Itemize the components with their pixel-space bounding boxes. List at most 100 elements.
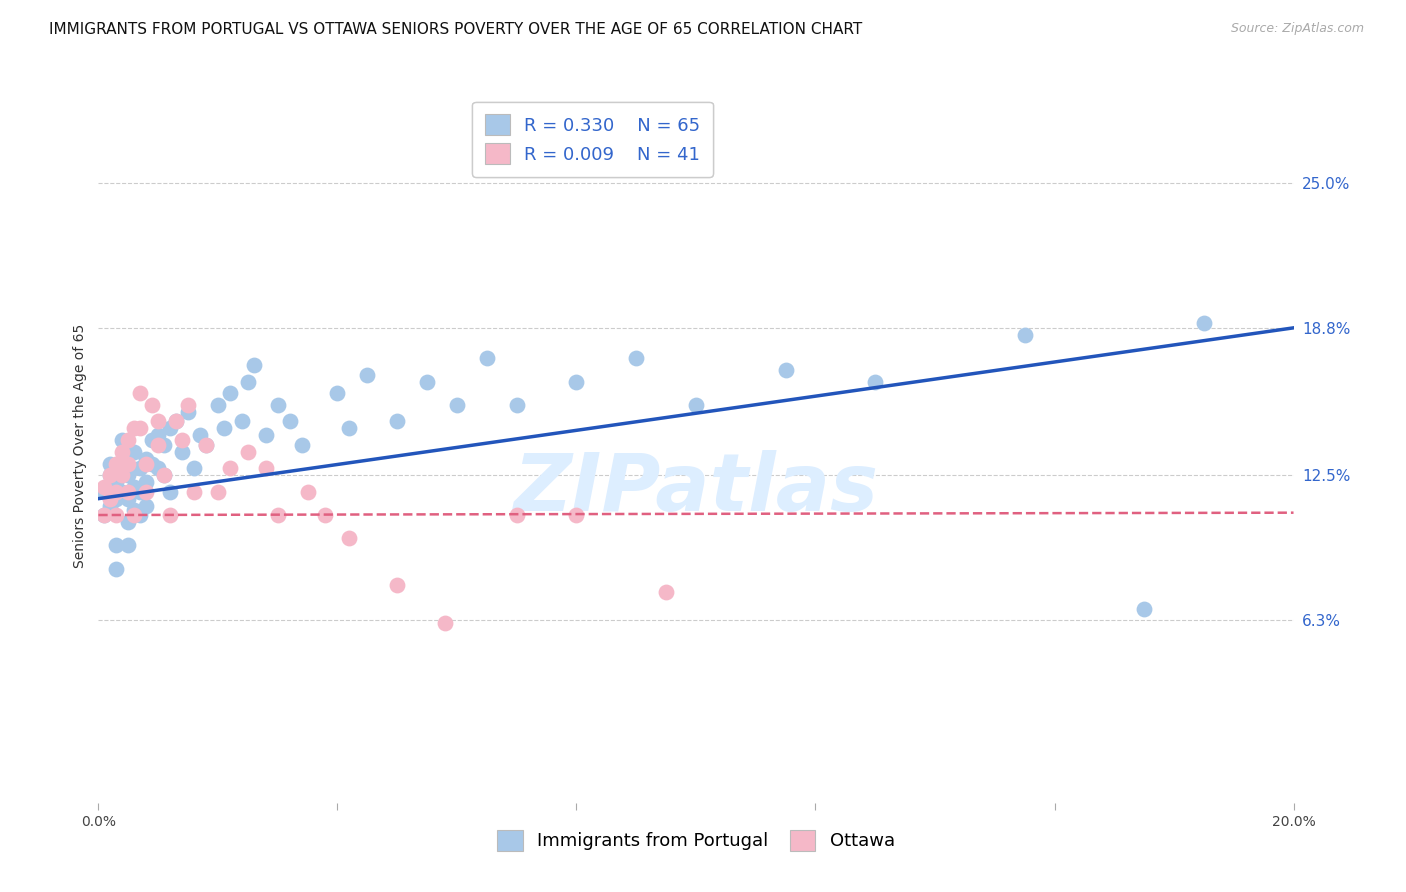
- Point: [117, 484, 139, 499]
- Point: [98, 457, 122, 471]
- Point: [111, 484, 134, 499]
- Point: [267, 398, 290, 412]
- Point: [183, 484, 205, 499]
- Point: [105, 508, 128, 522]
- Point: [135, 475, 157, 490]
- Point: [231, 414, 253, 428]
- Point: [243, 359, 266, 373]
- Point: [129, 508, 152, 522]
- Point: [141, 457, 163, 471]
- Point: [93, 508, 115, 522]
- Point: [117, 538, 139, 552]
- Point: [446, 398, 468, 412]
- Point: [159, 508, 181, 522]
- Point: [111, 445, 134, 459]
- Point: [291, 438, 314, 452]
- Point: [124, 480, 146, 494]
- Point: [165, 414, 187, 428]
- Point: [124, 421, 146, 435]
- Point: [148, 438, 170, 452]
- Point: [129, 461, 152, 475]
- Point: [135, 457, 157, 471]
- Point: [135, 499, 157, 513]
- Point: [93, 508, 115, 522]
- Point: [141, 398, 163, 412]
- Point: [117, 457, 139, 471]
- Point: [315, 508, 337, 522]
- Point: [865, 375, 887, 389]
- Point: [105, 562, 128, 576]
- Point: [148, 414, 170, 428]
- Point: [565, 375, 588, 389]
- Point: [565, 508, 588, 522]
- Point: [236, 375, 259, 389]
- Point: [183, 461, 205, 475]
- Point: [339, 532, 361, 546]
- Point: [129, 484, 152, 499]
- Point: [98, 499, 122, 513]
- Point: [1014, 327, 1036, 342]
- Point: [685, 398, 707, 412]
- Point: [129, 421, 152, 435]
- Point: [475, 351, 498, 366]
- Point: [105, 491, 128, 506]
- Point: [141, 433, 163, 447]
- Point: [153, 468, 176, 483]
- Point: [278, 414, 301, 428]
- Point: [506, 508, 529, 522]
- Point: [195, 438, 218, 452]
- Point: [117, 468, 139, 483]
- Point: [105, 484, 128, 499]
- Point: [385, 414, 409, 428]
- Point: [98, 491, 122, 506]
- Point: [124, 445, 146, 459]
- Point: [129, 386, 152, 401]
- Point: [267, 508, 290, 522]
- Point: [135, 451, 157, 466]
- Point: [195, 438, 218, 452]
- Point: [105, 538, 128, 552]
- Point: [159, 421, 181, 435]
- Point: [339, 421, 361, 435]
- Point: [775, 363, 797, 377]
- Point: [207, 398, 229, 412]
- Point: [117, 433, 139, 447]
- Point: [172, 433, 194, 447]
- Point: [105, 457, 128, 471]
- Point: [172, 445, 194, 459]
- Point: [165, 414, 187, 428]
- Point: [153, 468, 176, 483]
- Point: [326, 386, 349, 401]
- Point: [1192, 316, 1215, 330]
- Point: [98, 468, 122, 483]
- Point: [385, 578, 409, 592]
- Text: IMMIGRANTS FROM PORTUGAL VS OTTAWA SENIORS POVERTY OVER THE AGE OF 65 CORRELATIO: IMMIGRANTS FROM PORTUGAL VS OTTAWA SENIO…: [49, 22, 862, 37]
- Point: [159, 484, 181, 499]
- Point: [207, 484, 229, 499]
- Point: [236, 445, 259, 459]
- Point: [124, 503, 146, 517]
- Point: [105, 475, 128, 490]
- Point: [506, 398, 529, 412]
- Point: [148, 428, 170, 442]
- Point: [254, 428, 277, 442]
- Point: [219, 386, 242, 401]
- Point: [297, 484, 319, 499]
- Point: [117, 515, 139, 529]
- Point: [212, 421, 235, 435]
- Point: [416, 375, 439, 389]
- Point: [135, 484, 157, 499]
- Point: [626, 351, 648, 366]
- Point: [111, 468, 134, 483]
- Point: [356, 368, 378, 382]
- Point: [111, 433, 134, 447]
- Point: [98, 468, 122, 483]
- Point: [188, 428, 211, 442]
- Point: [254, 461, 277, 475]
- Point: [111, 457, 134, 471]
- Point: [153, 438, 176, 452]
- Point: [117, 491, 139, 506]
- Point: [1133, 601, 1156, 615]
- Point: [219, 461, 242, 475]
- Point: [124, 508, 146, 522]
